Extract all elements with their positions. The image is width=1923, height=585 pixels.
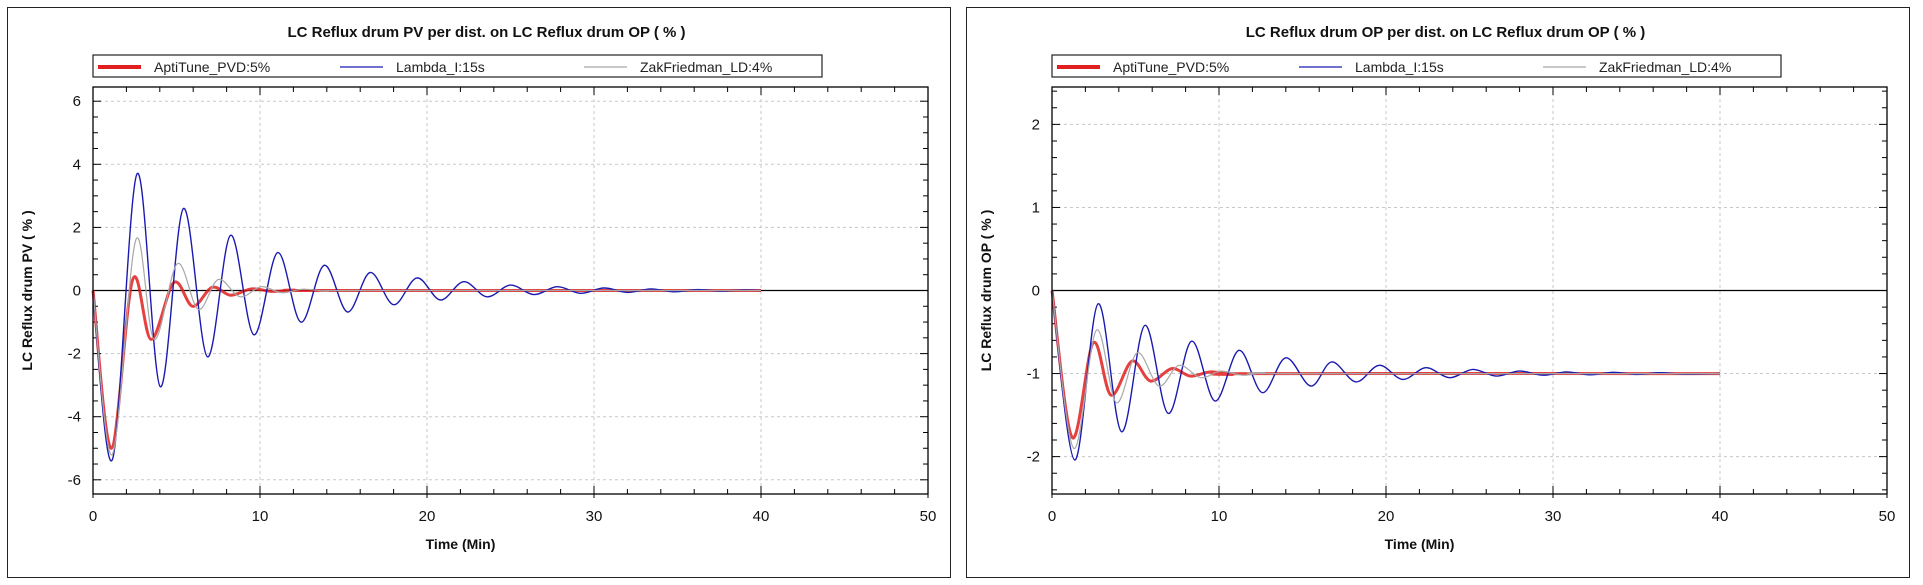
x-tick-label: 40 bbox=[753, 508, 770, 525]
legend-label: ZakFriedman_LD:4% bbox=[1599, 59, 1731, 75]
x-tick-label: 0 bbox=[1048, 508, 1056, 525]
plot-frame bbox=[1051, 86, 1888, 495]
y-tick-label: 0 bbox=[73, 283, 81, 300]
x-tick-label: 50 bbox=[920, 508, 937, 525]
legend-label: Lambda_I:15s bbox=[1355, 59, 1444, 75]
chart-title: LC Reflux drum PV per dist. on LC Reflux… bbox=[287, 24, 685, 41]
legend-label: AptiTune_PVD:5% bbox=[154, 59, 270, 75]
legend-item: AptiTune_PVD:5% bbox=[1057, 59, 1229, 75]
legend-item: Lambda_I:15s bbox=[340, 59, 485, 75]
x-tick-label: 0 bbox=[89, 508, 97, 525]
series-line-lambda-i-15s bbox=[1051, 290, 1721, 461]
series-line-zakfriedman-ld-4- bbox=[92, 237, 762, 456]
grid bbox=[1052, 87, 1887, 494]
legend-item: ZakFriedman_LD:4% bbox=[584, 59, 772, 75]
x-tick-label: 40 bbox=[1712, 508, 1729, 525]
x-axis-label: Time (Min) bbox=[426, 536, 496, 552]
y-tick-label: 4 bbox=[73, 156, 81, 173]
plot-frame bbox=[92, 86, 929, 495]
tick-marks bbox=[1051, 87, 1888, 498]
legend: AptiTune_PVD:5% Lambda_I:15s ZakFriedman_L… bbox=[1051, 54, 1782, 78]
y-tick-label: -2 bbox=[1027, 449, 1040, 466]
legend-label: ZakFriedman_LD:4% bbox=[640, 59, 772, 75]
series-line-aptitune-pvd-5- bbox=[91, 275, 762, 450]
y-tick-label: -4 bbox=[68, 409, 81, 426]
y-axis-label: LC Reflux drum PV ( % ) bbox=[19, 210, 35, 370]
legend-item: ZakFriedman_LD:4% bbox=[1543, 59, 1731, 75]
y-tick-label: -6 bbox=[68, 472, 81, 489]
legend-box bbox=[92, 54, 823, 78]
y-tick-label: 2 bbox=[1032, 116, 1040, 133]
x-axis-label: Time (Min) bbox=[1385, 536, 1455, 552]
legend-label: Lambda_I:15s bbox=[396, 59, 485, 75]
x-tick-label: 30 bbox=[1545, 508, 1562, 525]
grid bbox=[93, 87, 928, 494]
x-tick-label: 10 bbox=[252, 508, 269, 525]
pv-chart: LC Reflux drum PV per dist. on LC Reflux… bbox=[19, 24, 937, 552]
y-axis-label: LC Reflux drum OP ( % ) bbox=[978, 210, 994, 372]
tick-marks bbox=[92, 87, 929, 498]
y-tick-label: 0 bbox=[1032, 283, 1040, 300]
legend: AptiTune_PVD:5% Lambda_I:15s ZakFriedman_L… bbox=[92, 54, 823, 78]
x-tick-label: 50 bbox=[1879, 508, 1896, 525]
y-tick-label: 2 bbox=[73, 219, 81, 236]
legend-label: AptiTune_PVD:5% bbox=[1113, 59, 1229, 75]
x-tick-label: 20 bbox=[1378, 508, 1395, 525]
y-tick-label: -2 bbox=[68, 346, 81, 363]
legend-box bbox=[1051, 54, 1782, 78]
series-line-zakfriedman-ld-4- bbox=[1051, 290, 1721, 449]
x-tick-label: 20 bbox=[419, 508, 436, 525]
legend-item: AptiTune_PVD:5% bbox=[98, 59, 270, 75]
y-tick-label: -1 bbox=[1027, 366, 1040, 383]
chart-title: LC Reflux drum OP per dist. on LC Reflux… bbox=[1246, 24, 1646, 41]
x-tick-label: 30 bbox=[586, 508, 603, 525]
y-tick-label: 1 bbox=[1032, 199, 1040, 216]
series-line-lambda-i-15s bbox=[92, 173, 762, 462]
legend-item: Lambda_I:15s bbox=[1299, 59, 1444, 75]
op-chart: LC Reflux drum OP per dist. on LC Reflux… bbox=[978, 24, 1896, 552]
chart-panel-op: LC Reflux drum OP per dist. on LC Reflux… bbox=[966, 7, 1910, 578]
x-tick-label: 10 bbox=[1211, 508, 1228, 525]
y-tick-label: 6 bbox=[73, 93, 81, 110]
chart-panel-pv: LC Reflux drum PV per dist. on LC Reflux… bbox=[7, 7, 951, 578]
